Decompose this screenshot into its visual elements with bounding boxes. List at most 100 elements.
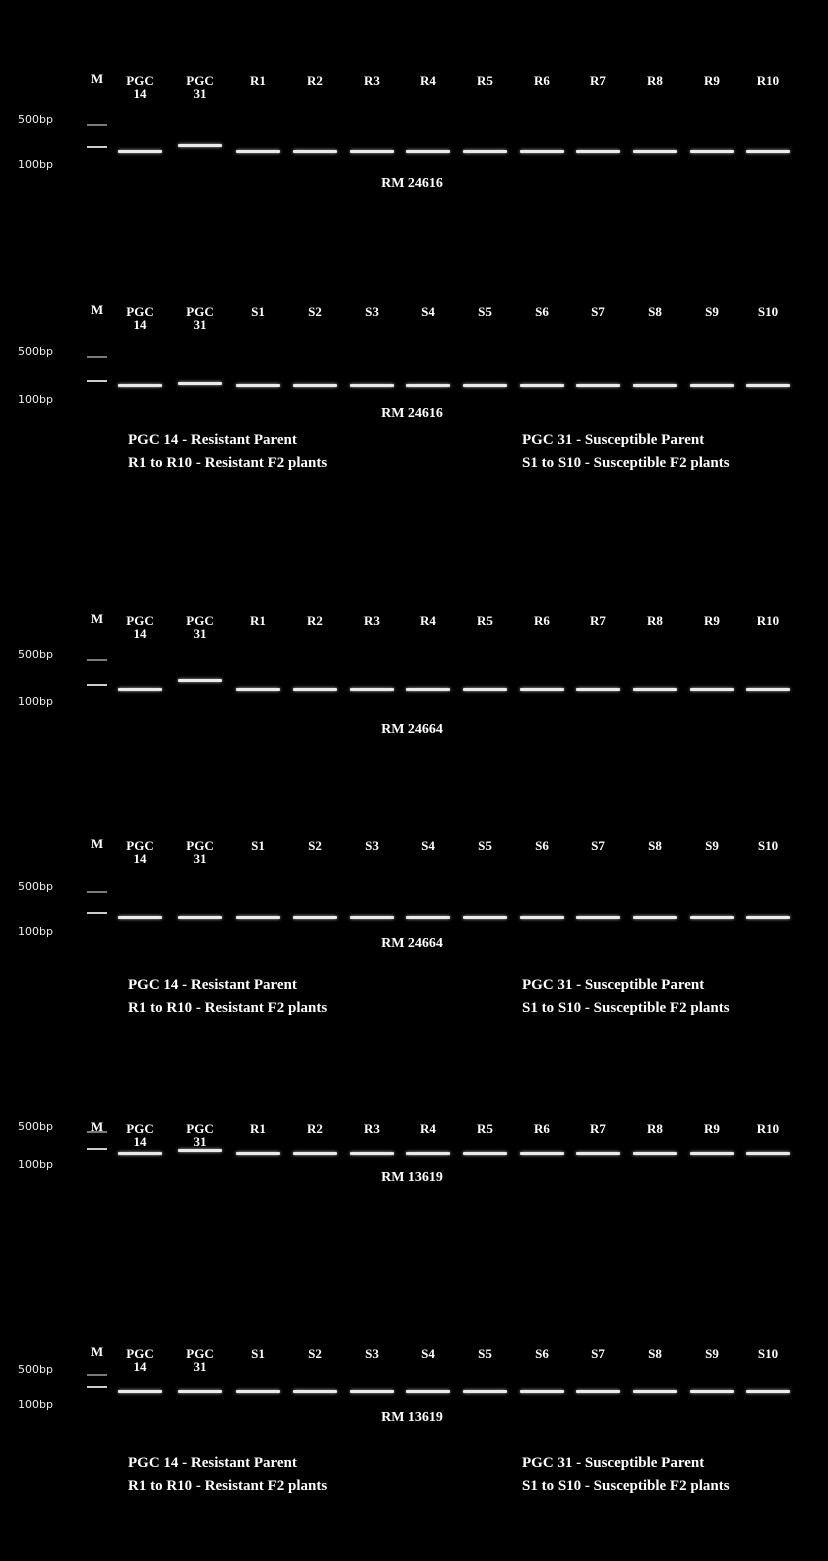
- gel-band: [690, 916, 734, 919]
- gel-band: [746, 916, 790, 919]
- lane-label: S4: [411, 1347, 445, 1360]
- gel-band: [350, 150, 394, 153]
- gel-band: [406, 150, 450, 153]
- gel-band: [293, 150, 337, 153]
- size-label: 500bp: [18, 648, 53, 661]
- lane-label: S1: [241, 305, 275, 318]
- gel-band: [576, 150, 620, 153]
- gel-band: [746, 150, 790, 153]
- figure: M500bp100bpPGC 14PGC 31R1R2R3R4R5R6R7R8R…: [0, 0, 828, 1561]
- legend-text: PGC 14 - Resistant Parent: [128, 432, 297, 449]
- gel-band: [463, 384, 507, 387]
- ladder-band: [87, 891, 107, 893]
- gel-band: [178, 679, 222, 682]
- gel-band: [520, 384, 564, 387]
- gel-band: [633, 916, 677, 919]
- gel-band: [406, 916, 450, 919]
- lane-label: R9: [695, 74, 729, 87]
- gel-band: [118, 1152, 162, 1155]
- gel-band: [293, 384, 337, 387]
- gel-band: [520, 1390, 564, 1393]
- lane-label: R10: [751, 74, 785, 87]
- gel-band: [350, 688, 394, 691]
- gel-band: [576, 916, 620, 919]
- lane-label: PGC 31: [183, 614, 217, 640]
- gel-band: [236, 384, 280, 387]
- gel-band: [236, 1152, 280, 1155]
- lane-label: S9: [695, 305, 729, 318]
- ladder-band: [87, 380, 107, 382]
- size-label: 500bp: [18, 113, 53, 126]
- lane-label: S9: [695, 839, 729, 852]
- gel-band: [463, 916, 507, 919]
- lane-label: PGC 31: [183, 74, 217, 100]
- marker-lane-label: M: [80, 1345, 114, 1358]
- gel-band: [293, 1390, 337, 1393]
- lane-label: R1: [241, 74, 275, 87]
- legend-text: S1 to S10 - Susceptible F2 plants: [522, 455, 730, 472]
- gel-band: [463, 688, 507, 691]
- lane-label: R2: [298, 614, 332, 627]
- ladder-band: [87, 124, 107, 126]
- lane-label: R8: [638, 74, 672, 87]
- gel-band: [633, 384, 677, 387]
- lane-label: PGC 14: [123, 305, 157, 331]
- gel-band: [690, 150, 734, 153]
- gel-band: [463, 150, 507, 153]
- legend-text: R1 to R10 - Resistant F2 plants: [128, 455, 327, 472]
- gel-band: [633, 688, 677, 691]
- lane-label: S2: [298, 305, 332, 318]
- lane-label: R9: [695, 614, 729, 627]
- gel-band: [236, 688, 280, 691]
- gel-band: [463, 1152, 507, 1155]
- lane-label: R7: [581, 74, 615, 87]
- gel-band: [633, 1390, 677, 1393]
- lane-label: S4: [411, 305, 445, 318]
- legend-text: PGC 14 - Resistant Parent: [128, 1455, 297, 1472]
- lane-label: R2: [298, 1122, 332, 1135]
- gel-band: [350, 384, 394, 387]
- gel-band: [118, 1390, 162, 1393]
- lane-label: R4: [411, 74, 445, 87]
- gel-band: [350, 916, 394, 919]
- gel-band: [520, 688, 564, 691]
- gel-band: [746, 1152, 790, 1155]
- size-label: 500bp: [18, 1120, 53, 1133]
- size-label: 500bp: [18, 880, 53, 893]
- gel-band: [178, 1390, 222, 1393]
- lane-label: R8: [638, 614, 672, 627]
- lane-label: S6: [525, 1347, 559, 1360]
- marker-lane-label: M: [80, 72, 114, 85]
- lane-label: R4: [411, 614, 445, 627]
- lane-label: R5: [468, 74, 502, 87]
- gel-band: [633, 1152, 677, 1155]
- lane-label: R8: [638, 1122, 672, 1135]
- size-label: 100bp: [18, 158, 53, 171]
- gel-band: [178, 1149, 222, 1152]
- size-label: 100bp: [18, 1158, 53, 1171]
- lane-label: PGC 14: [123, 74, 157, 100]
- gel-band: [118, 688, 162, 691]
- lane-label: S6: [525, 839, 559, 852]
- gel-band: [118, 916, 162, 919]
- gel-band: [236, 150, 280, 153]
- lane-label: S10: [751, 839, 785, 852]
- marker-lane-label: M: [80, 837, 114, 850]
- lane-label: PGC 14: [123, 1347, 157, 1373]
- size-label: 100bp: [18, 393, 53, 406]
- primer-label: RM 24616: [381, 406, 443, 422]
- primer-label: RM 13619: [381, 1170, 443, 1186]
- gel-band: [520, 1152, 564, 1155]
- lane-label: S5: [468, 305, 502, 318]
- gel-band: [178, 916, 222, 919]
- lane-label: S8: [638, 305, 672, 318]
- lane-label: R9: [695, 1122, 729, 1135]
- ladder-band: [87, 146, 107, 148]
- gel-band: [406, 688, 450, 691]
- lane-label: S7: [581, 1347, 615, 1360]
- gel-band: [463, 1390, 507, 1393]
- lane-label: PGC 31: [183, 1347, 217, 1373]
- ladder-band: [87, 356, 107, 358]
- gel-band: [236, 916, 280, 919]
- gel-band: [746, 384, 790, 387]
